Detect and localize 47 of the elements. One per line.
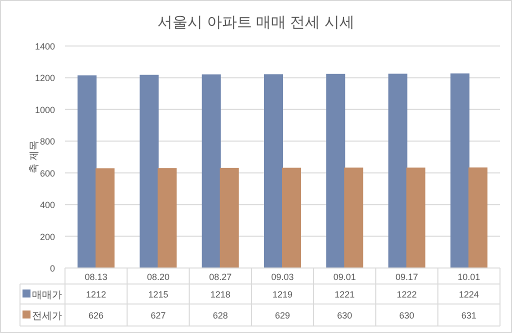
bar [344, 168, 364, 268]
x-tick-label: 10.01 [458, 272, 480, 282]
data-label: 1221 [334, 290, 355, 300]
bar [202, 74, 221, 268]
x-tick-label: 09.01 [333, 272, 356, 282]
x-tick-label: 08.20 [146, 272, 170, 282]
bar [388, 74, 408, 268]
x-tick-label: 09.03 [271, 272, 294, 282]
data-label: 631 [461, 310, 476, 320]
y-tick-label: 1200 [34, 73, 55, 84]
bar [78, 75, 97, 268]
data-label: 1215 [148, 290, 168, 300]
y-axis-title: 축 제목 [29, 140, 40, 174]
bar [406, 168, 426, 268]
y-tick-label: 600 [40, 168, 55, 178]
legend-label: 전세가 [32, 311, 62, 322]
chart-title: 서울시 아파트 매매 전세 시세 [158, 14, 354, 31]
data-label: 628 [212, 310, 228, 320]
data-label: 630 [399, 310, 414, 320]
legend-label: 매매가 [32, 290, 62, 301]
y-tick-label: 0 [50, 264, 55, 274]
bar [140, 74, 159, 268]
data-label: 626 [88, 310, 104, 320]
data-label: 1212 [86, 290, 106, 300]
y-tick-label: 200 [40, 232, 55, 242]
y-tick-label: 800 [40, 136, 55, 147]
y-tick-label: 1400 [34, 42, 55, 52]
x-tick-label: 09.17 [396, 272, 418, 282]
bar [158, 168, 177, 268]
bar [220, 168, 239, 268]
bar [326, 74, 346, 268]
x-tick-label: 08.27 [209, 272, 232, 282]
bar [264, 74, 283, 268]
y-tick-label: 1000 [34, 104, 55, 115]
x-tick-label: 08.13 [84, 272, 108, 282]
bar [282, 168, 301, 268]
bar [450, 73, 470, 268]
y-tick-label: 400 [40, 200, 55, 210]
data-label: 627 [150, 310, 166, 320]
data-label: 629 [274, 310, 290, 320]
data-label: 630 [337, 310, 352, 320]
bar [96, 168, 115, 268]
data-label: 1219 [272, 290, 293, 300]
bar [468, 167, 488, 268]
data-label: 1218 [210, 290, 230, 300]
data-label: 1222 [396, 290, 417, 300]
data-label: 1224 [458, 290, 479, 300]
